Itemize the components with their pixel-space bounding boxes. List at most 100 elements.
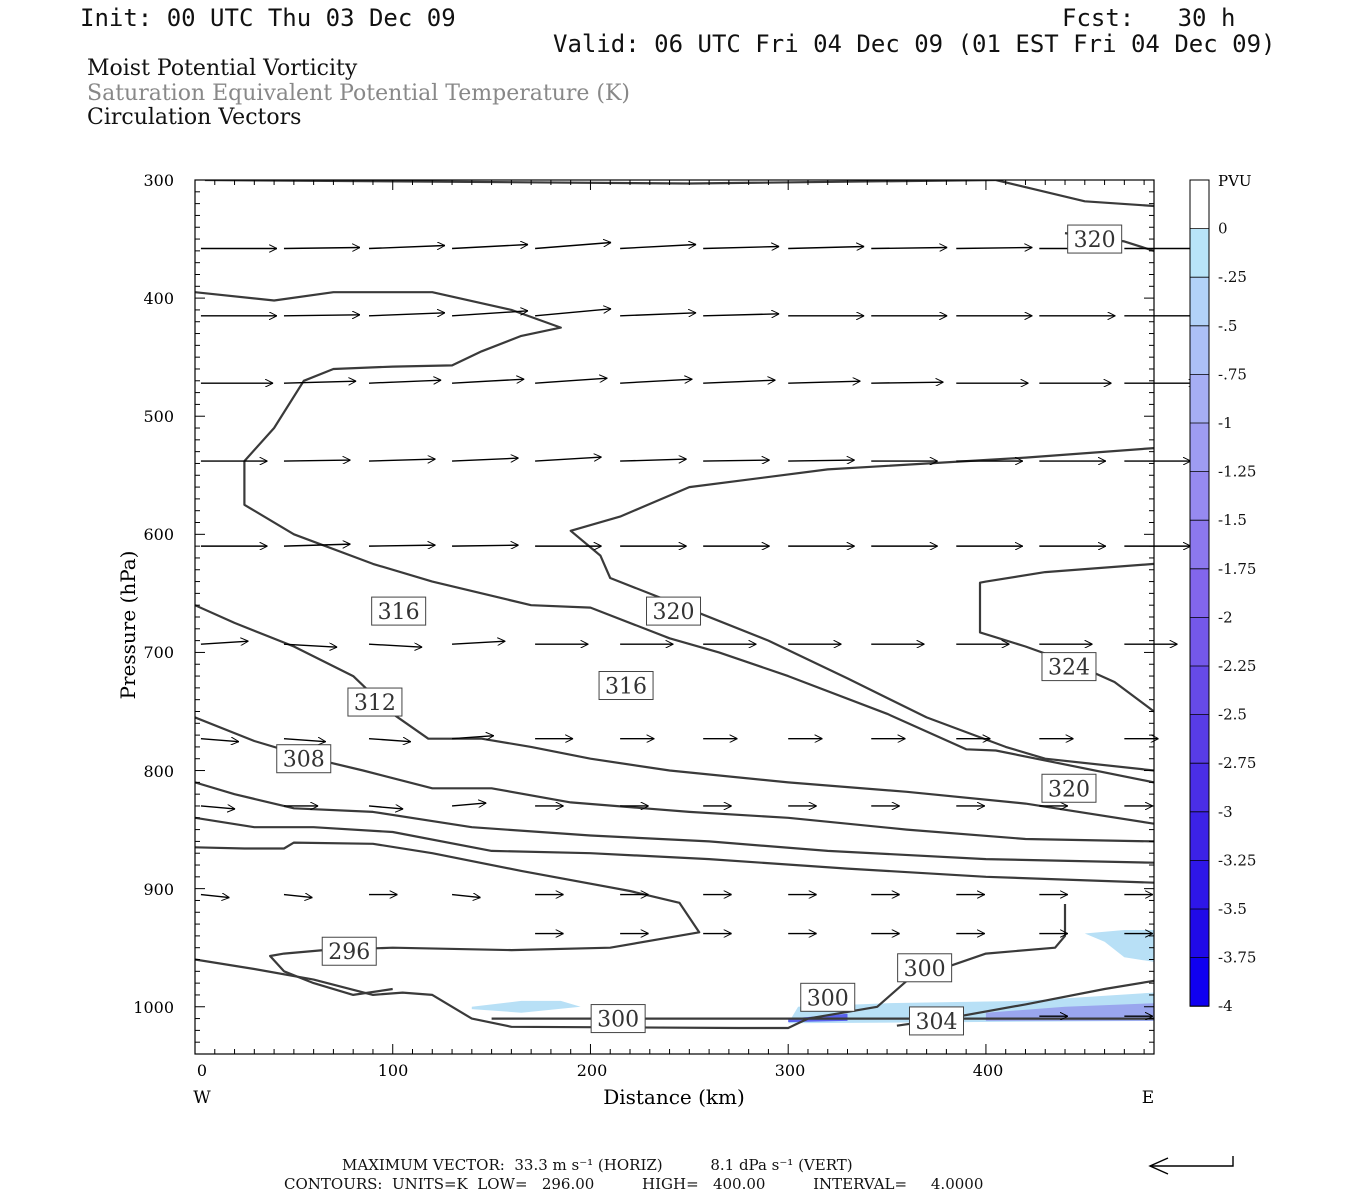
colorbar-swatch-5 — [1190, 423, 1209, 472]
vector-r7-c3 — [451, 803, 486, 806]
vector-r3-c3 — [452, 458, 519, 461]
vector-r4-c1 — [283, 544, 351, 546]
contour-312-6 — [195, 604, 1154, 825]
colorbar-label-10: -2.5 — [1218, 706, 1247, 724]
reference-vector-shaft — [1150, 1156, 1234, 1167]
contour-304-8 — [195, 781, 1154, 864]
contour-label-320: 320 — [1048, 777, 1090, 802]
vector-r8-c3 — [451, 895, 481, 898]
reference-vector-arrowhead — [1148, 1157, 1169, 1175]
vector-r3-c2 — [368, 459, 436, 461]
y-tick-400: 400 — [143, 289, 174, 308]
mpv-region-3 — [985, 1003, 1154, 1021]
x-tick-0: 0 — [197, 1061, 207, 1080]
vector-r4-c3 — [452, 545, 519, 546]
contour-label-box — [1041, 652, 1097, 682]
colorbar-label-11: -2.75 — [1218, 754, 1256, 772]
contour-labels: 320 316 320 324 312 316 308 320 296 300 300 300 304 — [276, 224, 1123, 1036]
vector-r2-c1 — [283, 381, 356, 383]
vector-r3-c5 — [620, 459, 687, 461]
vector-r3-c4 — [535, 457, 602, 462]
x-tick-200: 200 — [577, 1061, 608, 1080]
init-time: Init: 00 UTC Thu 03 Dec 09 — [80, 4, 456, 32]
contour-label-box — [1041, 773, 1097, 803]
vector-r2-c2 — [368, 380, 441, 383]
x-axis-label: Distance (km) — [603, 1085, 745, 1109]
contour-label-316: 316 — [378, 600, 420, 625]
contour-label-box — [897, 953, 953, 983]
contour-label-box — [1067, 224, 1123, 254]
vector-r0-c2 — [368, 246, 445, 249]
contour-296-10 — [195, 841, 701, 996]
vector-r0-c6 — [703, 247, 779, 249]
colorbar-swatch-3 — [1190, 325, 1209, 375]
contour-label-320: 320 — [653, 600, 695, 625]
colorbar-swatch-4 — [1190, 374, 1209, 423]
contour-label-320: 320 — [1074, 228, 1116, 253]
vector-r2-c5 — [620, 379, 692, 384]
vector-r8-c0 — [200, 895, 230, 898]
y-tick-700: 700 — [143, 643, 174, 662]
colorbar-label-0: 0 — [1218, 220, 1228, 238]
vector-r3-c6 — [703, 460, 770, 461]
vector-r1-c2 — [368, 313, 445, 316]
contour-308-7 — [195, 716, 1154, 843]
mpv-region-1 — [1084, 930, 1154, 962]
contour-label-box — [908, 1006, 964, 1036]
colorbar-label-3: -.75 — [1218, 365, 1247, 383]
vector-r1-c1 — [283, 315, 360, 316]
colorbar-label-6: -1.5 — [1218, 511, 1247, 529]
vector-r5-c3 — [452, 641, 505, 644]
vector-r0-c7 — [788, 247, 864, 249]
x-tick-400: 400 — [973, 1061, 1004, 1080]
contour-label-304: 304 — [915, 1010, 957, 1035]
contour-label-box — [646, 596, 702, 626]
circulation-vectors — [200, 243, 1201, 1017]
colorbar-label-16: -4 — [1218, 997, 1233, 1015]
x-tick-300: 300 — [775, 1061, 806, 1080]
vector-r2-c3 — [452, 379, 524, 384]
contour-324-5 — [978, 562, 1154, 713]
vector-r4-c2 — [368, 545, 436, 546]
colorbar: 0 -.25 -.5 -.75 -1 -1.25 -1.5 -1.75 -2 -2.25 -2.5 -… — [1189, 179, 1256, 1015]
colorbar-label-13: -3.25 — [1218, 851, 1256, 869]
contour-label-box — [276, 744, 332, 774]
vector-r3-c7 — [788, 460, 855, 461]
y-tick-900: 900 — [143, 880, 174, 899]
colorbar-label-7: -1.75 — [1218, 560, 1256, 578]
vector-r1-c4 — [535, 309, 611, 317]
colorbar-swatch-10 — [1190, 666, 1209, 715]
colorbar-swatch-12 — [1190, 763, 1209, 812]
vector-r0-c8 — [871, 248, 947, 249]
y-tick-500: 500 — [143, 407, 174, 426]
contour-label-300: 300 — [807, 986, 849, 1011]
y-tick-600: 600 — [143, 525, 174, 544]
colorbar-label-4: -1 — [1218, 414, 1233, 432]
vector-r5-c1 — [283, 644, 337, 647]
colorbar-swatch-7 — [1190, 520, 1209, 569]
colorbar-unit: PVU — [1218, 172, 1252, 190]
vector-r2-c7 — [788, 381, 860, 383]
contour-320-1 — [995, 180, 1154, 208]
colorbar-label-9: -2.25 — [1218, 657, 1256, 675]
vector-r1-c5 — [620, 313, 696, 316]
vector-r5-c2 — [368, 644, 422, 647]
colorbar-swatch-6 — [1190, 471, 1209, 521]
colorbar-label-1: -.25 — [1218, 268, 1247, 286]
vector-r0-c3 — [452, 245, 528, 250]
vector-r8-c1 — [283, 895, 313, 898]
colorbar-label-5: -1.25 — [1218, 463, 1256, 481]
title-vectors: Circulation Vectors — [87, 105, 302, 130]
colorbar-swatch-2 — [1190, 277, 1209, 326]
contour-label-296: 296 — [328, 940, 370, 965]
vector-r0-c4 — [535, 243, 611, 250]
vector-r3-c1 — [283, 460, 351, 461]
vector-r2-c8 — [871, 382, 943, 383]
vector-r2-c4 — [535, 378, 607, 384]
y-tick-800: 800 — [143, 762, 174, 781]
vector-r0-c1 — [283, 248, 360, 249]
vector-r2-c6 — [703, 380, 775, 383]
contour-label-308: 308 — [283, 748, 325, 773]
vector-r6-c3 — [452, 736, 494, 739]
